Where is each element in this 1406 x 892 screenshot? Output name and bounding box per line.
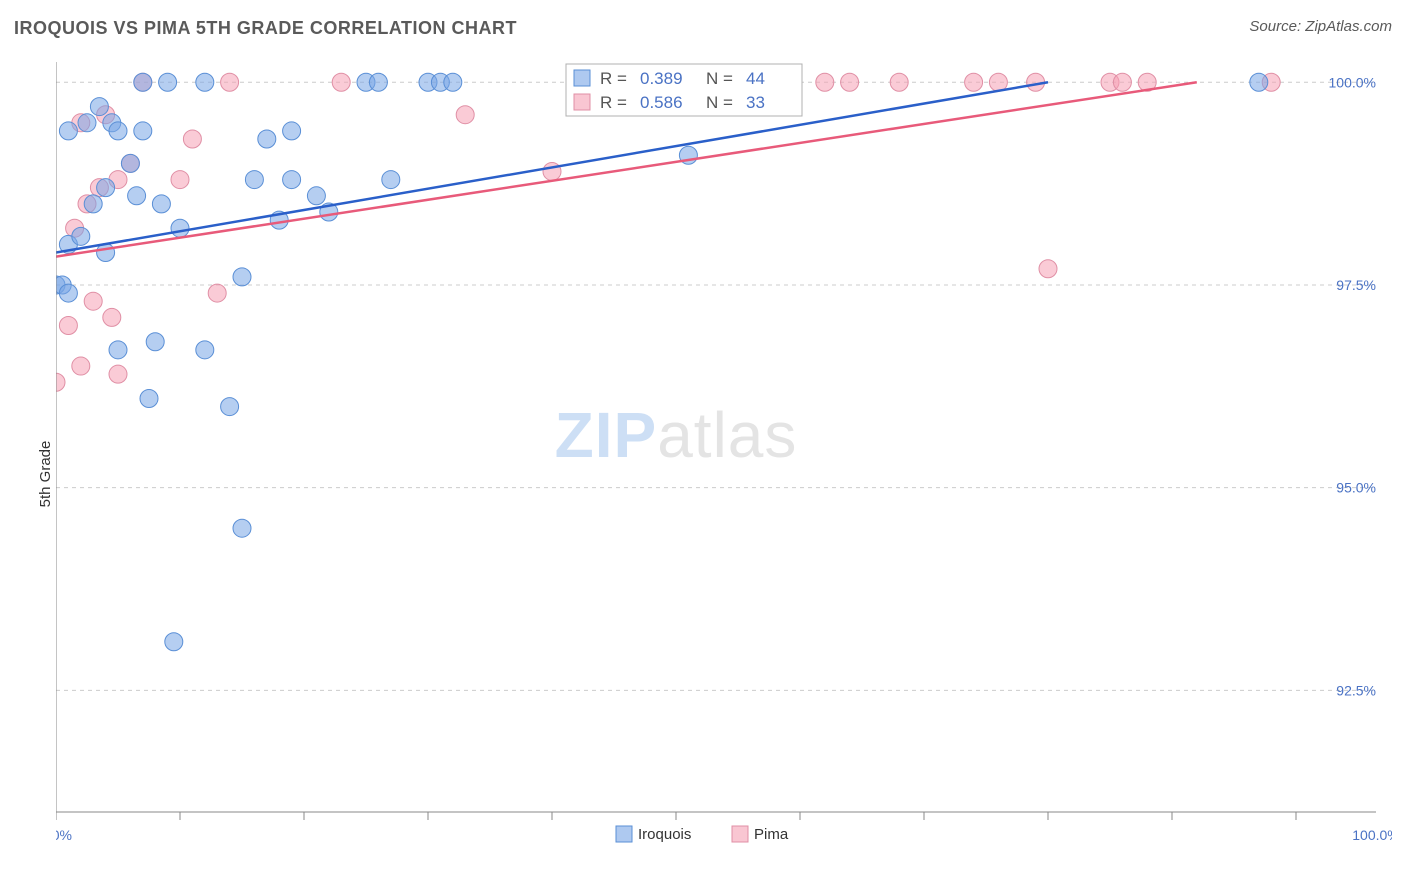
stat-n-label: N = [706,93,733,112]
data-point [456,106,474,124]
data-point [171,171,189,189]
data-point [183,130,201,148]
data-point [84,195,102,213]
data-point [283,122,301,140]
stat-n-value: 44 [746,69,765,88]
data-point [165,633,183,651]
data-point [1250,73,1268,91]
source-prefix: Source: [1249,18,1305,35]
data-point [332,73,350,91]
data-point [890,73,908,91]
scatter-plot-svg: 92.5% 95.0% 97.5% 100.0% ZIPatlas 0.0% 100.0% R… [56,56,1392,846]
stat-r-label: R = [600,93,627,112]
data-point [196,73,214,91]
data-point [258,130,276,148]
data-point [134,73,152,91]
data-point [109,365,127,383]
y-tick-label: 100.0% [1329,74,1376,90]
data-point [965,73,983,91]
data-point [152,195,170,213]
data-point [103,308,121,326]
data-point [59,317,77,335]
data-point [816,73,834,91]
data-point [382,171,400,189]
data-point [221,398,239,416]
data-point [109,122,127,140]
data-point [78,114,96,132]
legend-label: Pima [754,826,789,843]
data-point [307,187,325,205]
data-point [134,122,152,140]
data-point [208,284,226,302]
data-point [245,171,263,189]
data-point [59,284,77,302]
watermark: ZIPatlas [555,399,798,471]
data-point [171,219,189,237]
plot-container: 5th Grade 92.5% 95.0% 97.5% 100.0% ZIPatlas 0… [0,56,1406,892]
data-point [221,73,239,91]
x-tick-label: 0.0% [56,827,72,843]
chart-title: IROQUOIS VS PIMA 5TH GRADE CORRELATION C… [14,18,517,38]
legend-swatch [616,826,632,842]
data-point [72,227,90,245]
stat-r-value: 0.586 [640,93,683,112]
data-point [1039,260,1057,278]
legend-swatch [732,826,748,842]
y-tick-label: 97.5% [1336,277,1376,293]
data-point [159,73,177,91]
y-tick-label: 95.0% [1336,480,1376,496]
y-axis-label: 5th Grade [37,441,54,508]
data-point [146,333,164,351]
trend-line [56,82,1048,252]
data-point [121,154,139,172]
data-point [140,389,158,407]
stat-r-value: 0.389 [640,69,683,88]
data-point [128,187,146,205]
data-point [841,73,859,91]
legend-swatch-pink [574,94,590,110]
data-point [56,373,65,391]
data-point [97,179,115,197]
y-tick-label: 92.5% [1336,682,1376,698]
source-name: ZipAtlas.com [1305,18,1392,35]
stat-n-value: 33 [746,93,765,112]
stat-r-label: R = [600,69,627,88]
data-point [196,341,214,359]
data-point [84,292,102,310]
data-point [72,357,90,375]
stat-n-label: N = [706,69,733,88]
data-point [444,73,462,91]
source-attribution: Source: ZipAtlas.com [1249,18,1392,35]
data-point [1113,73,1131,91]
data-point [233,268,251,286]
data-point [233,519,251,537]
data-point [90,98,108,116]
x-tick-label: 100.0% [1352,827,1392,843]
data-point [109,341,127,359]
legend-label: Iroquois [638,826,691,843]
data-point [59,122,77,140]
legend-swatch-blue [574,70,590,86]
data-point [283,171,301,189]
data-point [369,73,387,91]
chart-header: IROQUOIS VS PIMA 5TH GRADE CORRELATION C… [14,18,1392,48]
